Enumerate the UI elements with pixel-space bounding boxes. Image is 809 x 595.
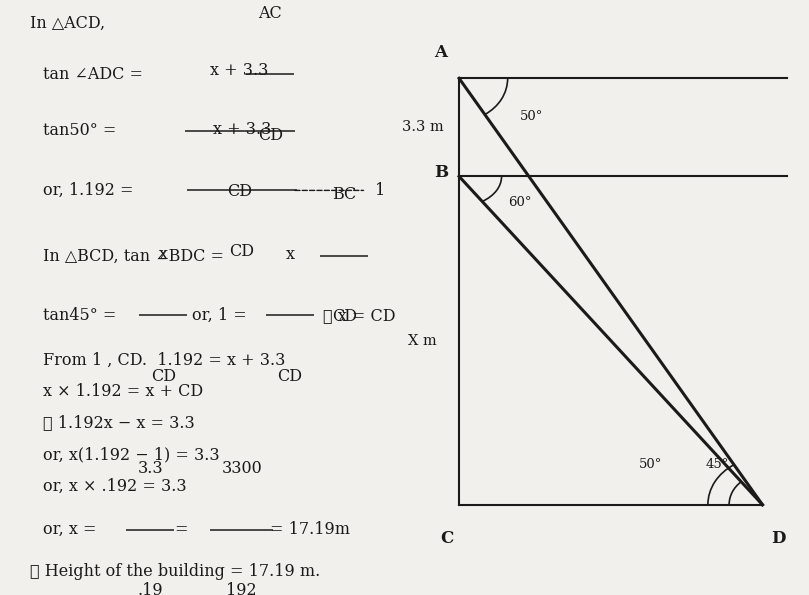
Text: ∴ x = CD: ∴ x = CD [323,307,395,324]
Text: ∴ 1.192x − x = 3.3: ∴ 1.192x − x = 3.3 [43,415,195,431]
Text: CD: CD [258,127,282,144]
Text: 3.3: 3.3 [138,460,163,477]
Text: CD: CD [150,368,176,385]
Text: D: D [772,530,786,547]
Text: CD: CD [227,183,252,201]
Text: 192: 192 [227,582,257,595]
Text: or, x(1.192 − 1) = 3.3: or, x(1.192 − 1) = 3.3 [43,446,220,463]
Text: .19: .19 [138,582,163,595]
Text: x: x [159,246,167,263]
Text: or, 1.192 =: or, 1.192 = [43,182,133,199]
Text: In △ACD,: In △ACD, [30,15,105,32]
Text: CD: CD [332,308,357,325]
Text: or, 1 =: or, 1 = [192,307,246,324]
Text: tan45° =: tan45° = [43,307,116,324]
Text: or, x × .192 = 3.3: or, x × .192 = 3.3 [43,478,187,494]
Text: CD: CD [229,243,254,260]
Text: BC: BC [332,186,357,203]
Text: From 1 , CD.  1.192 = x + 3.3: From 1 , CD. 1.192 = x + 3.3 [43,352,286,368]
Text: =: = [174,521,188,538]
Text: x: x [286,246,294,263]
Text: X m: X m [409,334,437,347]
Text: tan50° =: tan50° = [43,123,116,139]
Text: CD: CD [277,368,303,385]
Text: 45°: 45° [705,458,729,471]
Text: = 17.19m: = 17.19m [270,521,350,538]
Text: 1: 1 [375,182,385,199]
Text: AC: AC [258,5,282,22]
Text: A: A [434,44,447,61]
Text: x × 1.192 = x + CD: x × 1.192 = x + CD [43,383,203,400]
Text: 50°: 50° [638,458,662,471]
Text: In △BCD, tan ∠BDC =: In △BCD, tan ∠BDC = [43,248,224,264]
Text: or, x =: or, x = [43,521,96,538]
Text: 50°: 50° [519,110,543,123]
Text: tan ∠ADC =: tan ∠ADC = [43,66,143,83]
Text: B: B [434,164,448,181]
Text: 3.3 m: 3.3 m [402,120,443,134]
Text: x + 3.3: x + 3.3 [213,121,271,138]
Text: x + 3.3: x + 3.3 [210,61,269,79]
Text: 60°: 60° [507,196,532,208]
Text: ∴ Height of the building = 17.19 m.: ∴ Height of the building = 17.19 m. [30,563,320,580]
Text: 3300: 3300 [222,460,262,477]
Text: C: C [440,530,454,547]
